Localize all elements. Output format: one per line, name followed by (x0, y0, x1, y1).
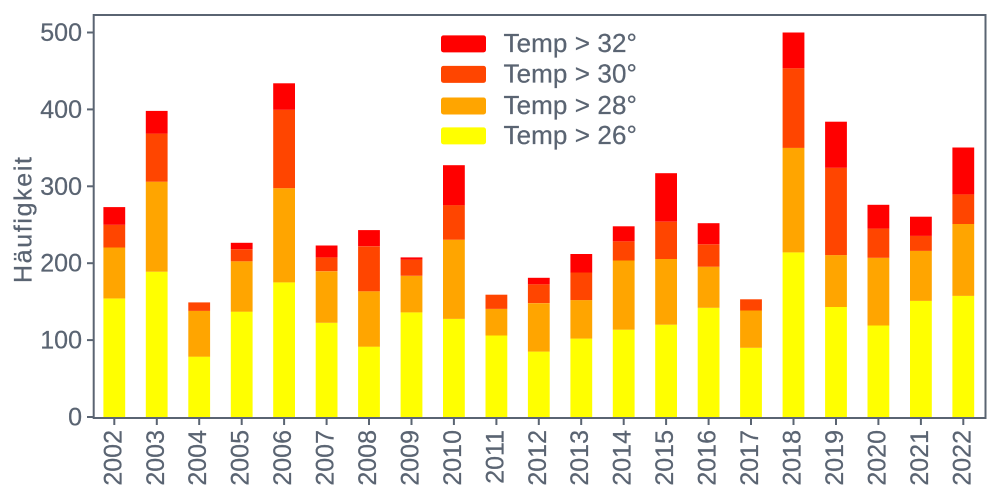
svg-text:2012: 2012 (524, 430, 552, 486)
svg-text:Temp > 28°: Temp > 28° (504, 90, 638, 120)
svg-text:2006: 2006 (269, 430, 297, 486)
svg-text:300: 300 (40, 173, 82, 201)
svg-text:Temp > 26°: Temp > 26° (504, 120, 638, 150)
svg-text:Häufigkeit: Häufigkeit (10, 155, 38, 283)
svg-text:400: 400 (40, 96, 82, 124)
svg-text:2022: 2022 (948, 430, 976, 486)
svg-text:500: 500 (40, 19, 82, 47)
svg-text:Temp > 32°: Temp > 32° (504, 28, 638, 58)
svg-text:2019: 2019 (821, 430, 849, 486)
svg-text:2015: 2015 (651, 430, 679, 486)
svg-text:2003: 2003 (142, 430, 170, 486)
svg-text:100: 100 (40, 327, 82, 355)
svg-text:2020: 2020 (863, 430, 891, 486)
svg-text:2013: 2013 (566, 430, 594, 486)
svg-text:2008: 2008 (354, 430, 382, 486)
svg-text:2018: 2018 (779, 430, 807, 486)
svg-text:2010: 2010 (439, 430, 467, 486)
svg-text:200: 200 (40, 250, 82, 278)
svg-text:2014: 2014 (609, 430, 637, 486)
svg-text:2004: 2004 (184, 430, 212, 486)
svg-text:2021: 2021 (906, 430, 934, 486)
svg-text:0: 0 (68, 404, 82, 432)
svg-text:2002: 2002 (99, 430, 127, 486)
svg-text:2005: 2005 (227, 430, 255, 486)
svg-text:2016: 2016 (694, 430, 722, 486)
svg-text:2007: 2007 (312, 430, 340, 486)
svg-text:2011: 2011 (481, 430, 509, 484)
svg-text:Temp > 30°: Temp > 30° (504, 59, 638, 89)
svg-text:2017: 2017 (736, 430, 764, 486)
svg-text:2009: 2009 (397, 430, 425, 486)
